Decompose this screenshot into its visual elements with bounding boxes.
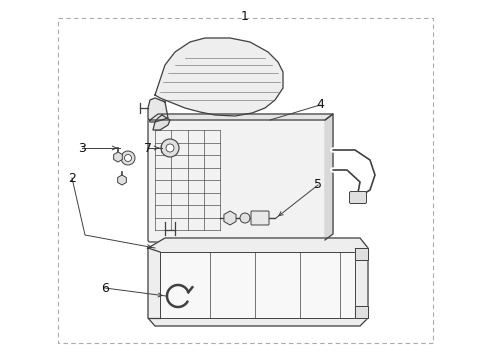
Polygon shape bbox=[150, 114, 333, 120]
Text: 6: 6 bbox=[101, 282, 109, 294]
Text: 4: 4 bbox=[316, 99, 324, 112]
Text: 2: 2 bbox=[68, 171, 76, 184]
FancyBboxPatch shape bbox=[349, 192, 367, 203]
Polygon shape bbox=[325, 114, 333, 240]
Polygon shape bbox=[160, 252, 355, 318]
Circle shape bbox=[240, 213, 250, 223]
Text: 3: 3 bbox=[78, 141, 86, 154]
Circle shape bbox=[161, 139, 179, 157]
FancyBboxPatch shape bbox=[251, 211, 269, 225]
Circle shape bbox=[124, 154, 131, 162]
Polygon shape bbox=[155, 38, 283, 116]
Polygon shape bbox=[355, 306, 368, 318]
Text: 1: 1 bbox=[241, 10, 249, 23]
Polygon shape bbox=[153, 115, 170, 130]
Text: 5: 5 bbox=[314, 179, 322, 192]
Circle shape bbox=[121, 151, 135, 165]
Text: 7: 7 bbox=[144, 141, 152, 154]
Polygon shape bbox=[148, 98, 168, 122]
Polygon shape bbox=[148, 238, 368, 326]
Polygon shape bbox=[355, 248, 368, 260]
Circle shape bbox=[166, 144, 174, 152]
FancyBboxPatch shape bbox=[148, 118, 327, 242]
